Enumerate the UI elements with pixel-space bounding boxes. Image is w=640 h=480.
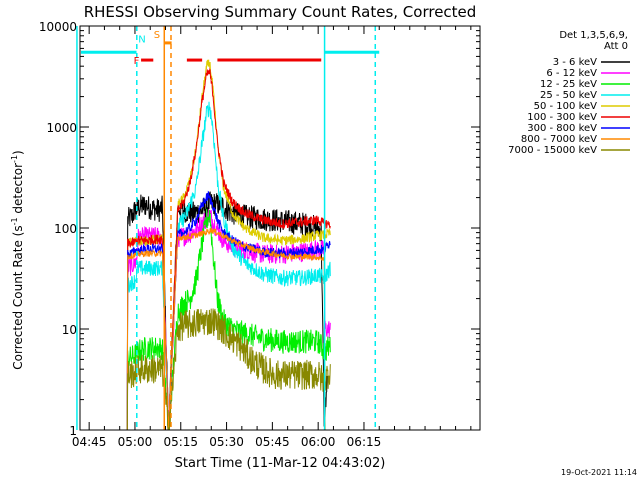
- x-tick-label: 06:15: [347, 435, 382, 449]
- flag-label: N: [138, 35, 145, 46]
- series-100-300kev-line: [126, 67, 331, 430]
- x-tick-label: 04:45: [72, 435, 107, 449]
- series-800-7000kev-line: [126, 227, 331, 430]
- legend-entry-label: 25 - 50 keV: [540, 90, 597, 101]
- legend-title: Att 0: [604, 41, 628, 52]
- legend-entry-label: 100 - 300 keV: [527, 112, 597, 123]
- x-tick-label: 05:45: [255, 435, 290, 449]
- svg-text:Corrected Count Rate (s-1 dete: Corrected Count Rate (s-1 detector-1): [10, 150, 25, 369]
- series-7000-15000kev-line: [126, 308, 331, 430]
- y-axis-label-mid: detector: [11, 163, 25, 218]
- legend-entry-label: 7000 - 15000 keV: [508, 145, 597, 156]
- legend-entry-label: 3 - 6 keV: [553, 57, 597, 68]
- flag-label: S: [154, 30, 160, 41]
- flag-label: F: [134, 56, 140, 67]
- series-layer: [126, 59, 331, 430]
- legend-title: Det 1,3,5,6,9,: [559, 30, 628, 41]
- x-axis-label: Start Time (11-Mar-12 04:43:02): [175, 456, 386, 471]
- series-3-6kev-line: [126, 191, 328, 430]
- x-tick-label: 05:30: [209, 435, 244, 449]
- y-tick-label: 10000: [39, 20, 77, 34]
- legend-entry-label: 300 - 800 keV: [527, 123, 597, 134]
- y-tick-label: 1: [69, 424, 77, 438]
- series-12-25kev-line: [126, 208, 331, 430]
- y-tick-label: 1000: [46, 121, 77, 135]
- date-stamp: 19-Oct-2021 11:14: [561, 468, 637, 477]
- legend-entry-label: 50 - 100 keV: [534, 101, 598, 112]
- x-tick-label: 05:15: [163, 435, 198, 449]
- legend-entry-label: 6 - 12 keV: [546, 68, 597, 79]
- legend-entry-label: 800 - 7000 keV: [521, 134, 597, 145]
- legend-entry-label: 12 - 25 keV: [540, 79, 597, 90]
- y-axis-label-exp1: -1: [10, 217, 19, 225]
- y-axis-label-end: ): [11, 150, 25, 155]
- y-tick-label: 100: [54, 222, 77, 236]
- axes-layer: 04:45 05:00 05:15 05:30 05:45 06:00 06:15 1 10 10…: [39, 20, 481, 449]
- y-axis-label-exp2: -1: [10, 155, 19, 163]
- series-300-800kev-line: [126, 190, 331, 430]
- x-tick-label: 06:00: [301, 435, 336, 449]
- flags-layer: FN S: [76, 26, 380, 430]
- y-tick-label: 10: [62, 323, 77, 337]
- y-axis-label: Corrected Count Rate (s-1 detector-1): [10, 150, 25, 369]
- chart-title: RHESSI Observing Summary Count Rates, Co…: [84, 3, 477, 21]
- y-axis-label-base: Corrected Count Rate (s: [11, 225, 25, 369]
- x-tick-label: 05:00: [118, 435, 153, 449]
